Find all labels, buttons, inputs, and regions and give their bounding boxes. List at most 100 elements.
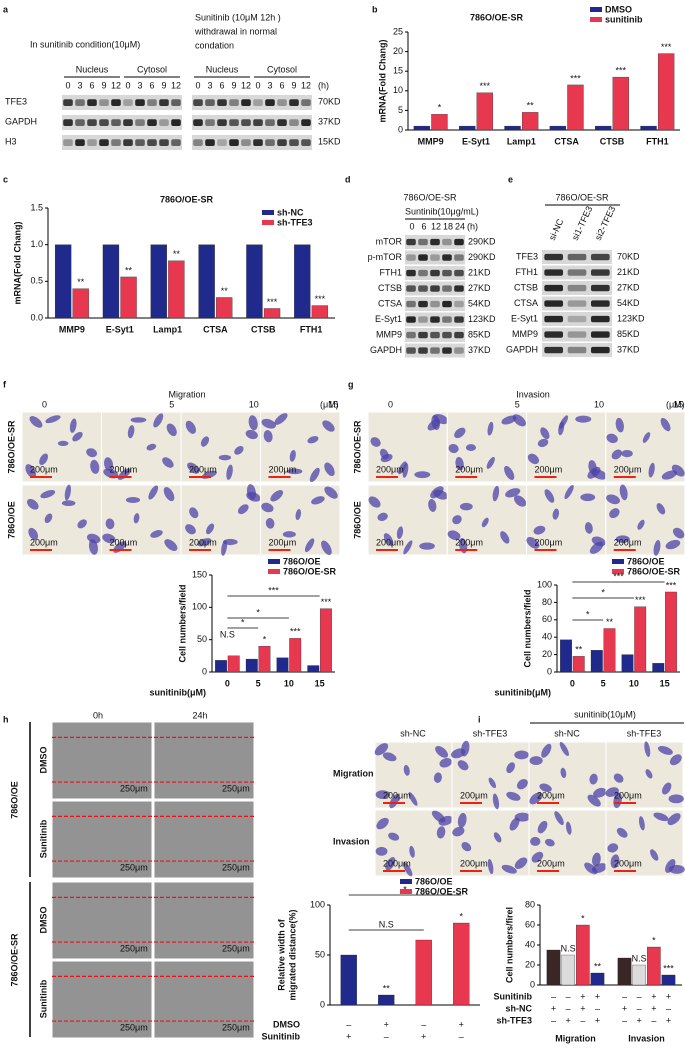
condition-value: + xyxy=(580,991,585,1001)
bar xyxy=(215,660,227,673)
legend-label: 786O/OE xyxy=(283,556,321,566)
significance: *** xyxy=(666,580,677,590)
cell xyxy=(457,812,467,828)
protein: CTSA xyxy=(514,298,538,308)
y-tick-label: 20 xyxy=(393,46,403,56)
significance: * xyxy=(652,935,656,945)
blot-band xyxy=(454,238,464,246)
y-tick-label: 0 xyxy=(320,999,325,1009)
cell xyxy=(77,519,87,529)
cell xyxy=(533,525,546,535)
cell xyxy=(650,849,659,861)
panel-letter: d xyxy=(345,174,351,184)
blot-band xyxy=(123,139,133,146)
cell xyxy=(607,843,619,853)
condition-value: – xyxy=(637,991,642,1001)
significance: *** xyxy=(290,627,301,637)
cell xyxy=(321,540,332,555)
significance: *** xyxy=(315,294,326,304)
time: 0 xyxy=(65,80,70,90)
scale-label: 250μm xyxy=(222,1022,250,1032)
cell xyxy=(606,494,621,505)
cell xyxy=(584,522,593,534)
cell xyxy=(657,745,673,755)
condition-value: – xyxy=(551,991,556,1001)
scale-label: 200μm xyxy=(189,464,217,474)
blot-band xyxy=(217,99,227,106)
cell xyxy=(427,419,441,431)
blot-band xyxy=(406,300,416,308)
cell xyxy=(164,539,178,551)
size: 37KD xyxy=(468,345,491,355)
cell xyxy=(162,457,174,468)
blot-band xyxy=(277,139,287,146)
condition-value: + xyxy=(459,1019,464,1029)
annotation: N.S xyxy=(379,919,394,929)
time: 0 xyxy=(255,80,260,90)
blot-band xyxy=(454,269,464,277)
cell xyxy=(368,496,381,508)
blot-band xyxy=(418,238,428,246)
micrograph xyxy=(101,411,182,483)
cell xyxy=(459,502,473,511)
condition-value: + xyxy=(622,1003,627,1013)
panel-letter: b xyxy=(372,4,378,14)
significance: *** xyxy=(267,297,278,307)
blot-band xyxy=(418,254,428,261)
cell xyxy=(436,826,446,839)
blot-band xyxy=(111,119,121,126)
cell xyxy=(69,418,77,433)
blot-band xyxy=(217,119,227,126)
y-tick-label: 1.5 xyxy=(30,202,43,212)
size: 290KD xyxy=(468,236,496,246)
cell xyxy=(537,438,549,448)
column: sh-NC xyxy=(400,728,426,738)
cell xyxy=(610,854,620,869)
cell xyxy=(263,430,273,443)
dose: 15 xyxy=(328,399,338,409)
cell xyxy=(374,743,389,756)
blot-band xyxy=(241,99,251,106)
cell xyxy=(665,539,681,550)
blot-band xyxy=(406,238,416,246)
size: 37KD xyxy=(318,116,341,126)
cell xyxy=(375,790,391,799)
cell xyxy=(615,535,630,544)
condition-label: Sunitinib xyxy=(494,991,533,1001)
blot-band xyxy=(454,300,464,308)
condition-value: – xyxy=(622,991,627,1001)
significance: *** xyxy=(321,597,332,607)
cell xyxy=(514,857,528,869)
bar xyxy=(413,125,431,131)
scale-label: 200μm xyxy=(269,537,297,547)
fraction: Cytosol xyxy=(137,64,167,74)
cell xyxy=(527,453,540,465)
blot-band xyxy=(567,315,587,323)
cell xyxy=(127,425,135,439)
blot-band xyxy=(430,300,440,308)
time: 24h xyxy=(192,710,207,720)
blot-band xyxy=(544,300,563,307)
protein: E-Syt1 xyxy=(375,314,402,324)
y-tick-label: 25 xyxy=(393,26,403,36)
blot-title: 786O/OE-SR xyxy=(555,192,609,202)
bar xyxy=(245,658,258,673)
condition-label: sh-TFE3 xyxy=(496,1015,532,1025)
condition-value: + xyxy=(651,1003,656,1013)
blot-band xyxy=(591,315,610,323)
cell xyxy=(544,838,555,847)
cell xyxy=(457,760,469,771)
blot-band xyxy=(301,139,311,146)
size: 54KD xyxy=(617,298,640,308)
cell xyxy=(379,448,389,460)
blot-band xyxy=(544,346,563,354)
significance: ** xyxy=(383,983,391,993)
size: 290KD xyxy=(468,252,496,262)
bar xyxy=(307,665,320,673)
condition-value: – xyxy=(637,1003,642,1013)
cell xyxy=(102,533,116,544)
legend-swatch xyxy=(400,889,412,894)
annotation: * xyxy=(241,617,245,627)
protein: CTSB xyxy=(378,283,402,293)
bar xyxy=(640,125,657,131)
